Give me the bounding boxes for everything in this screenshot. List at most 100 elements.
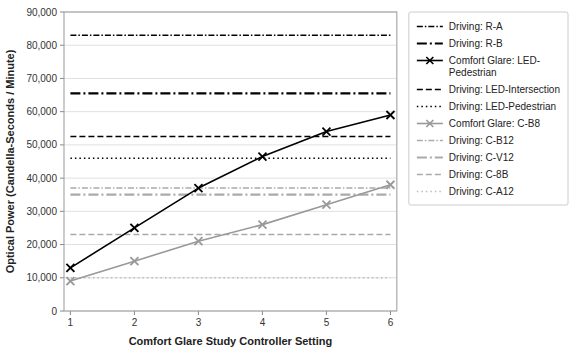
legend-label: Driving: C-8B — [449, 169, 509, 180]
marker-stroke — [386, 111, 394, 119]
marker-stroke — [130, 224, 138, 232]
marker-stroke — [66, 277, 74, 285]
grid-line — [64, 244, 397, 245]
marker-stroke — [386, 181, 394, 189]
grid-line — [64, 45, 397, 46]
legend-swatch — [417, 191, 443, 193]
legend-label: Driving: C-B12 — [449, 135, 514, 146]
tick-label: 0 — [51, 306, 57, 317]
marker-stroke — [322, 128, 330, 136]
marker — [130, 257, 138, 265]
tick-label: 30,000 — [26, 206, 57, 217]
marker-stroke — [322, 201, 330, 209]
marker-stroke — [194, 184, 202, 192]
tick-label: 60,000 — [26, 106, 57, 117]
marker-stroke — [322, 128, 330, 136]
legend-label: Comfort Glare: C-B8 — [449, 118, 541, 129]
legend-swatch — [417, 140, 443, 142]
grid-line — [64, 144, 397, 145]
legend-label-line: Driving: C-A12 — [449, 186, 514, 197]
marker-stroke — [194, 237, 202, 245]
legend-swatch — [417, 174, 443, 176]
legend-swatch — [417, 89, 443, 91]
marker — [258, 221, 266, 229]
tick-label: 90,000 — [26, 7, 57, 18]
legend-label: Comfort Glare: LED-Pedestrian — [449, 55, 540, 78]
tick — [60, 311, 64, 312]
series-line — [70, 136, 390, 138]
legend-marker-stroke — [426, 120, 433, 127]
legend-frame — [409, 12, 568, 205]
marker — [386, 111, 394, 119]
marker-stroke — [386, 111, 394, 119]
legend-label-line: Driving: R-B — [449, 38, 503, 49]
legend-marker-stroke — [426, 57, 433, 64]
series-line — [70, 35, 390, 37]
plot-data — [66, 35, 394, 285]
legend-marker-stroke — [426, 57, 433, 64]
tick — [60, 12, 64, 13]
tick-label: 70,000 — [26, 73, 57, 84]
series-line — [70, 194, 390, 196]
tick — [60, 144, 64, 145]
tick — [60, 277, 64, 278]
legend-label-line: Driving: C-B12 — [449, 135, 514, 146]
tick — [262, 311, 263, 315]
tick — [60, 211, 64, 212]
tick — [390, 311, 391, 315]
tick — [134, 311, 135, 315]
tick-label: 40,000 — [26, 173, 57, 184]
tick — [326, 311, 327, 315]
tick-label: 3 — [196, 317, 202, 328]
marker-stroke — [258, 153, 266, 161]
legend-marker — [426, 57, 433, 64]
tick-label: 4 — [260, 317, 266, 328]
legend-label-line: Driving: LED-Pedestrian — [449, 101, 556, 112]
legend-label: Driving: R-B — [449, 38, 503, 49]
marker — [258, 153, 266, 161]
grid-line — [64, 277, 397, 278]
legend-label-line: Driving: R-A — [449, 21, 503, 32]
legend-swatch — [417, 106, 443, 108]
marker-stroke — [386, 181, 394, 189]
series-line — [70, 157, 390, 159]
tick — [60, 78, 64, 79]
legend-label: Driving: LED-Pedestrian — [449, 101, 556, 112]
series-line — [70, 277, 390, 279]
legend-label-line: Driving: C-8B — [449, 169, 509, 180]
axes: 010,00020,00030,00040,00050,00060,00070,… — [26, 7, 396, 329]
tick — [60, 45, 64, 46]
tick-label: 10,000 — [26, 272, 57, 283]
tick — [60, 244, 64, 245]
legend-label-line: Comfort Glare: C-B8 — [449, 118, 541, 129]
legend-label: Driving: C-V12 — [449, 152, 514, 163]
legend-swatch — [417, 26, 443, 28]
legend: Driving: R-A Driving: R-B Comfort Glare: L… — [409, 12, 568, 205]
marker — [386, 181, 394, 189]
marker — [66, 277, 74, 285]
tick-label: 5 — [324, 317, 330, 328]
legend-label-line: Driving: C-V12 — [449, 152, 514, 163]
legend-marker — [426, 120, 433, 127]
marker-stroke — [194, 184, 202, 192]
series-line — [70, 185, 390, 281]
tick-label: 1 — [68, 317, 74, 328]
x-axis-label: Comfort Glare Study Controller Setting — [129, 335, 333, 347]
marker-stroke — [66, 264, 74, 272]
tick — [60, 178, 64, 179]
y-axis-label: Optical Power (Candella-Seconds / Minute… — [4, 49, 16, 273]
series-line — [70, 187, 390, 189]
marker-stroke — [130, 257, 138, 265]
tick-label: 6 — [388, 317, 394, 328]
marker — [130, 224, 138, 232]
legend-marker-stroke — [426, 120, 433, 127]
marker — [322, 201, 330, 209]
tick — [198, 311, 199, 315]
grid-line — [64, 178, 397, 179]
marker — [194, 184, 202, 192]
grid-line — [64, 211, 397, 212]
marker-stroke — [66, 277, 74, 285]
marker — [322, 128, 330, 136]
legend-swatch — [417, 156, 443, 158]
legend-label-line: Pedestrian — [449, 67, 497, 78]
